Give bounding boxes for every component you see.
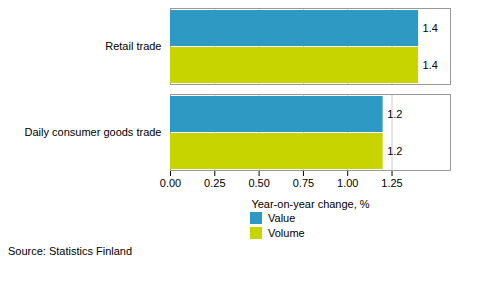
html-text:Volume: Volume <box>268 227 305 239</box>
svg-text:1.4: 1.4 <box>423 59 438 71</box>
svg-text:Year-on-year change, %: Year-on-year change, % <box>251 198 369 210</box>
svg-text:1.2: 1.2 <box>387 145 402 157</box>
svg-text:0.25: 0.25 <box>204 177 225 189</box>
svg-text:Daily consumer goods trade: Daily consumer goods trade <box>25 126 162 138</box>
svg-text:1.00: 1.00 <box>337 177 358 189</box>
svg-text:1.25: 1.25 <box>381 177 402 189</box>
svg-text:0.50: 0.50 <box>248 177 269 189</box>
svg-text:1.4: 1.4 <box>423 22 438 34</box>
svg-text:0.75: 0.75 <box>293 177 314 189</box>
svg-text:Retail trade: Retail trade <box>105 40 161 52</box>
html-text:Value: Value <box>268 212 296 224</box>
svg-text:1.2: 1.2 <box>387 108 402 120</box>
html-text:Source: Statistics Finland: Source: Statistics Finland <box>8 245 133 257</box>
svg-text:0.00: 0.00 <box>160 177 181 189</box>
